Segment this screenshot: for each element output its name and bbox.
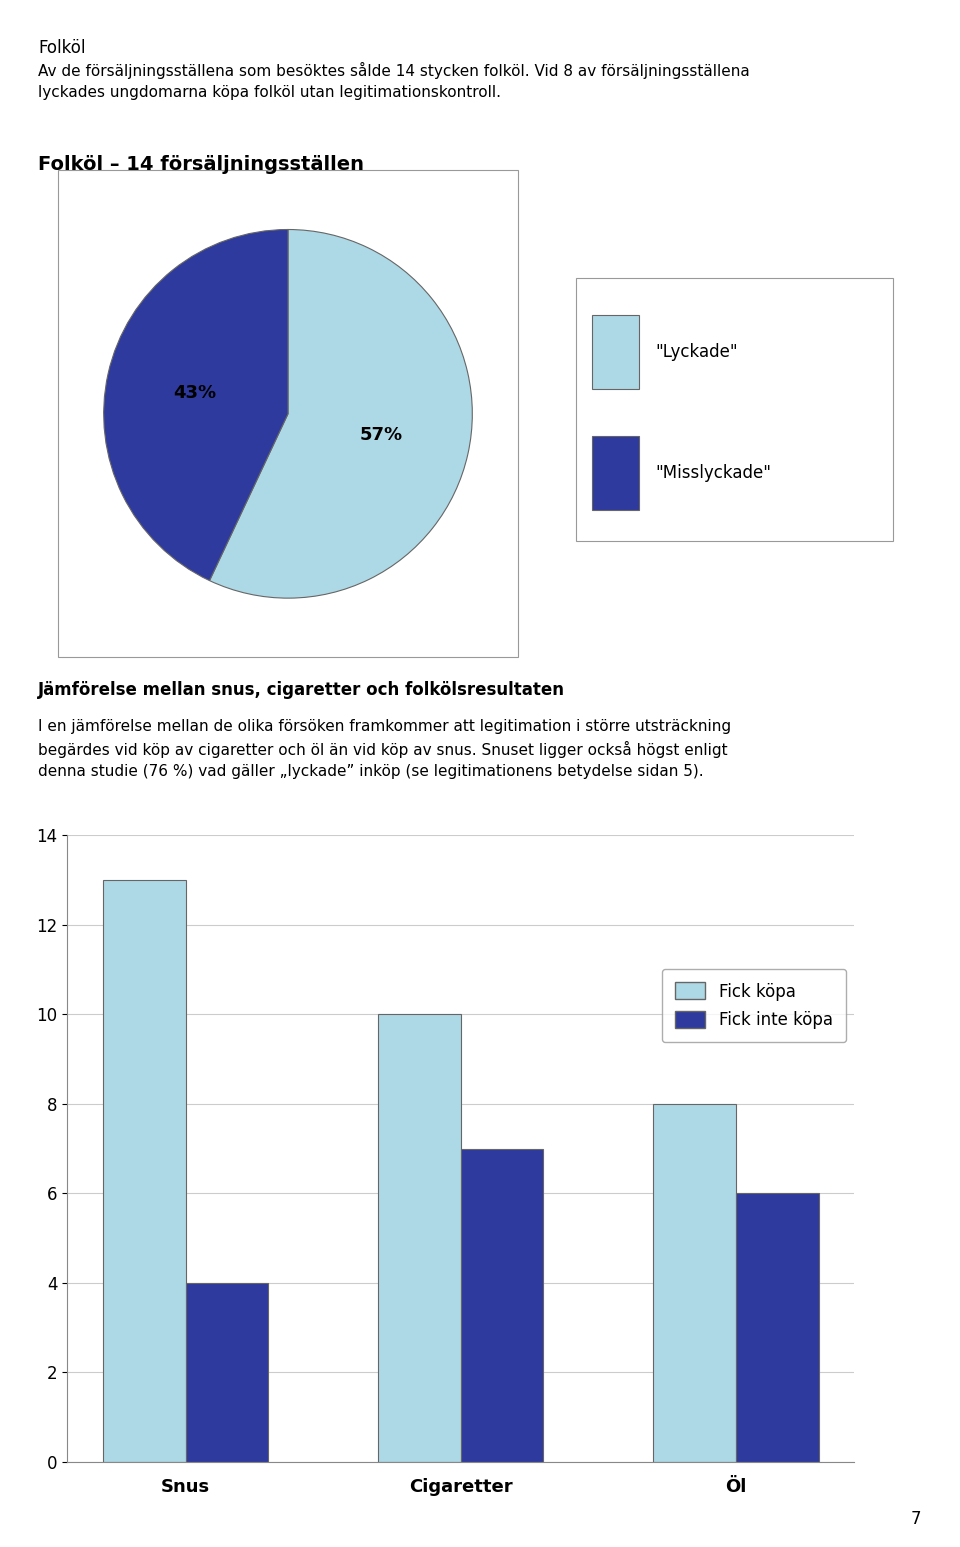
Wedge shape: [209, 229, 472, 599]
Text: Folköl: Folköl: [38, 39, 85, 57]
Bar: [461, 1148, 543, 1462]
Wedge shape: [104, 229, 288, 580]
Text: Av de försäljningsställena som besöktes sålde 14 stycken folköl. Vid 8 av försäl: Av de försäljningsställena som besöktes …: [38, 62, 750, 101]
Text: 7: 7: [911, 1510, 922, 1528]
Text: "Misslyckade": "Misslyckade": [655, 464, 771, 483]
Text: "Lyckade": "Lyckade": [655, 343, 738, 360]
Bar: [103, 880, 185, 1462]
Text: 57%: 57%: [360, 425, 403, 444]
Text: 43%: 43%: [173, 384, 216, 402]
Bar: [185, 1282, 268, 1462]
Bar: [378, 1015, 461, 1462]
Bar: [736, 1193, 819, 1462]
Text: Jämförelse mellan snus, cigaretter och folkölsresultaten: Jämförelse mellan snus, cigaretter och f…: [38, 681, 565, 699]
Text: Folköl – 14 försäljningsställen: Folköl – 14 försäljningsställen: [38, 155, 365, 173]
Legend: Fick köpa, Fick inte köpa: Fick köpa, Fick inte köpa: [662, 968, 846, 1043]
Bar: [591, 436, 639, 511]
Text: I en jämförelse mellan de olika försöken framkommer att legitimation i större ut: I en jämförelse mellan de olika försöken…: [38, 719, 732, 780]
Bar: [654, 1105, 736, 1462]
Bar: [591, 316, 639, 388]
